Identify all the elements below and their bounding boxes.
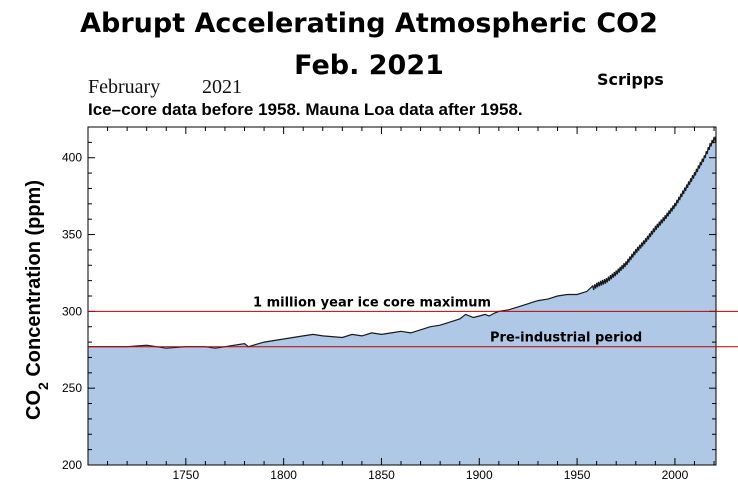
y-tick-label: 250 xyxy=(62,381,82,395)
x-tick-label: 1750 xyxy=(172,468,199,482)
annotation-pre-industrial: Pre-industrial period xyxy=(490,331,642,346)
chart-title-line2: Feb. 2021 xyxy=(294,50,444,81)
y-axis-label: CO2 Concentration (ppm) xyxy=(23,180,51,420)
date-month: February xyxy=(88,76,161,98)
axes: 200 250 300 350 400 1750 1800 1850 1900 1950 2000 1… xyxy=(62,126,738,482)
source-label: Scripps xyxy=(597,70,664,89)
chart-title-line1: Abrupt Accelerating Atmospheric CO2 xyxy=(80,8,658,39)
y-tick-label: 350 xyxy=(62,228,82,242)
y-tick-label: 300 xyxy=(62,304,82,318)
y-tick-label: 200 xyxy=(62,458,82,472)
x-tick-label: 1950 xyxy=(564,468,591,482)
plot-area xyxy=(88,136,717,465)
x-tick-label: 2000 xyxy=(662,468,689,482)
chart-subtitle: Ice–core data before 1958. Mauna Loa dat… xyxy=(88,100,523,119)
y-tick-label: 400 xyxy=(62,151,82,165)
x-tick-label: 1850 xyxy=(368,468,395,482)
x-tick-label: 1800 xyxy=(270,468,297,482)
co2-area-fill xyxy=(88,136,716,465)
date-year: 2021 xyxy=(202,76,242,98)
annotation-ice-core-max: 1 million year ice core maximum xyxy=(253,295,491,310)
x-tick-label: 1900 xyxy=(466,468,493,482)
co2-series-line xyxy=(88,136,717,349)
